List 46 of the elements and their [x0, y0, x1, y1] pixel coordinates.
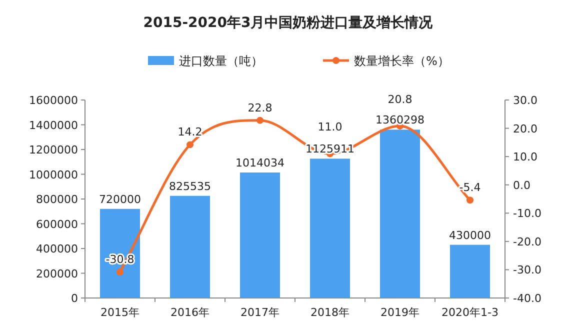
x-tick-label: 2019年 — [380, 306, 420, 319]
y2-tick-label: 20.0 — [513, 122, 538, 136]
point — [256, 116, 264, 124]
legend-label: 进口数量（吨） — [179, 54, 263, 68]
y2-tick-label: -40.0 — [513, 292, 542, 305]
legend-label: 数量增长率（%） — [354, 54, 450, 68]
x-tick-label: 2017年 — [240, 306, 280, 319]
y-tick-label: 400000 — [36, 242, 78, 256]
y2-tick-label: 10.0 — [513, 150, 538, 164]
y2-tick-label: 30.0 — [513, 94, 538, 107]
point — [116, 268, 124, 276]
x-tick-label: 2015年 — [100, 306, 140, 319]
data-label: 11.0 — [318, 120, 342, 134]
point — [186, 141, 194, 148]
y-tick-label: 1200000 — [29, 144, 78, 156]
data-label: 720000 — [99, 192, 141, 206]
y2-tick-label: -10.0 — [513, 207, 542, 220]
data-label: 825535 — [169, 180, 211, 193]
chart-title: 2015-2020年3月中国奶粉进口量及增长情况 — [143, 15, 434, 31]
y2-tick-label: -20.0 — [513, 235, 542, 248]
bar — [100, 208, 140, 298]
bar — [310, 158, 350, 298]
bar — [170, 196, 210, 298]
x-tick-label: 2020年1-3 — [442, 306, 498, 319]
y2-tick-label: -30.0 — [513, 264, 542, 277]
x-tick-label: 2016年 — [170, 306, 210, 319]
bar — [450, 244, 490, 298]
y-tick-label: 600000 — [36, 218, 78, 231]
data-label: -5.4 — [459, 181, 481, 194]
y-tick-label: 1600000 — [29, 94, 78, 107]
data-label: 22.8 — [248, 101, 272, 114]
y-tick-label: 1000000 — [29, 168, 78, 182]
x-tick-label: 2018年 — [310, 306, 350, 319]
y-tick-label: 1400000 — [29, 118, 78, 132]
data-label: 430000 — [449, 228, 491, 242]
bar — [380, 130, 420, 298]
point — [466, 196, 474, 204]
y-tick-label: 0 — [71, 292, 78, 305]
y-tick-label: 800000 — [36, 193, 78, 206]
data-label: 1014034 — [236, 156, 284, 170]
y2-tick-label: 0.0 — [513, 178, 530, 192]
data-label: 1360298 — [376, 114, 424, 127]
bar — [240, 172, 280, 298]
y-tick-label: 200000 — [36, 267, 78, 280]
data-label: 20.8 — [388, 93, 412, 106]
data-label: 14.2 — [178, 126, 202, 139]
